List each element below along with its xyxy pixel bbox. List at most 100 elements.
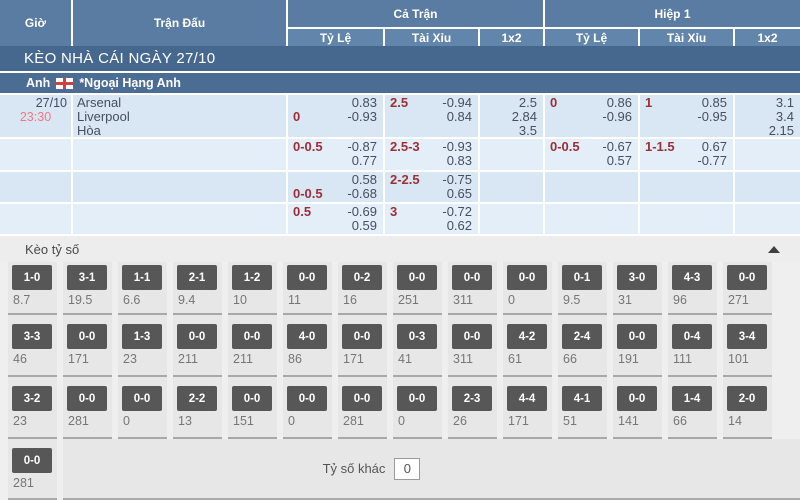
chevron-up-icon[interactable] (768, 245, 780, 253)
score-odd-value: 101 (728, 352, 749, 366)
score-odds-cell[interactable]: 0-0 281 (338, 377, 387, 439)
score-box: 3-4 (727, 324, 767, 349)
score-odds-cell[interactable]: 1-3 23 (118, 315, 167, 377)
odd-values: 0.85 -0.95 (697, 96, 727, 137)
score-odds-cell[interactable]: 2-1 9.4 (173, 262, 222, 315)
score-odds-cell[interactable]: 0-0 141 (613, 377, 662, 439)
score-odd-value: 23 (123, 352, 137, 366)
score-box: 1-0 (12, 265, 52, 290)
match-time: 23:30 (19, 110, 52, 124)
score-odds-cell[interactable]: 3-3 46 (8, 315, 57, 377)
score-odds-cell[interactable]: 0-0 0 (503, 262, 552, 315)
h1-overunder-cell[interactable]: 1-1.5 0.67 -0.77 (640, 139, 733, 170)
score-odds-cell[interactable]: 4-0 86 (283, 315, 332, 377)
match-line: Liverpool (77, 109, 130, 124)
ft-overunder-cell[interactable]: 3 -0.72 0.62 (385, 204, 478, 234)
handicap-label: 1-1.5 (645, 139, 675, 154)
odd-value: -0.95 (697, 109, 727, 124)
odds-rows: 27/10 23:30 Arsenal Liverpool Hòa 0 0.83 -0.93 2… (0, 95, 800, 234)
score-odds-cell[interactable]: 0-0 151 (228, 377, 277, 439)
date-banner: KÈO NHÀ CÁI NGÀY 27/10 (0, 46, 800, 71)
h1-1x2-cell[interactable]: 3.1 3.4 2.15 (735, 95, 800, 137)
score-odds-cell[interactable]: 0-3 41 (393, 315, 442, 377)
ft-overunder-cell[interactable]: 2.5-3 -0.93 0.83 (385, 139, 478, 170)
h1-handicap-cell[interactable]: 0-0.5 -0.67 0.57 (545, 139, 638, 170)
score-odds-cell[interactable]: 0-0 311 (448, 262, 497, 315)
ft-handicap-cell[interactable]: 0.5 -0.69 0.59 (288, 204, 383, 234)
score-odds-cell[interactable]: 1-4 66 (668, 377, 717, 439)
score-odds-cell[interactable]: 0-0 11 (283, 262, 332, 315)
odd-value: 2.5 (518, 95, 537, 110)
score-box: 0-4 (672, 324, 712, 349)
score-odds-cell[interactable]: 2-0 14 (723, 377, 772, 439)
score-odds-cell[interactable]: 0-0 251 (393, 262, 442, 315)
score-odds-cell[interactable]: 0-0 0 (118, 377, 167, 439)
ft-overunder-cell[interactable]: 2.5 -0.94 0.84 (385, 95, 478, 137)
score-odds-cell[interactable]: 2-4 66 (558, 315, 607, 377)
h1-overunder-cell[interactable]: 1 0.85 -0.95 (640, 95, 733, 137)
score-odds-cell[interactable]: 3-0 31 (613, 262, 662, 315)
other-score-input[interactable]: 0 (394, 457, 421, 480)
score-odds-cell[interactable]: 0-0 281 (63, 377, 112, 439)
score-odds-cell[interactable]: 4-3 96 (668, 262, 717, 315)
handicap-label: 0 (550, 95, 558, 110)
score-box: 0-0 (232, 386, 272, 411)
score-odds-section: Kèo tỷ số 1-0 8.7 3-1 19.5 1-1 6.6 2-1 9.4 1-2 10… (0, 236, 800, 500)
league-country: Anh (26, 76, 51, 90)
odd-values: 0.58 -0.68 (347, 173, 377, 202)
ft-handicap-cell[interactable]: 0 0.83 -0.93 (288, 95, 383, 137)
h1-handicap-cell[interactable]: 0 0.86 -0.96 (545, 95, 638, 137)
handicap-label: 2.5-3 (390, 139, 420, 154)
handicap-label: 0-0.5 (550, 139, 580, 154)
ft-handicap-cell[interactable]: 0-0.5 -0.87 0.77 (288, 139, 383, 170)
score-odds-cell[interactable]: 4-4 171 (503, 377, 552, 439)
score-odds-cell[interactable]: 0-0 0 (283, 377, 332, 439)
score-box: 0-0 (287, 386, 327, 411)
ft-1x2-cell[interactable]: 2.5 2.84 3.5 (480, 95, 543, 137)
score-odds-cell[interactable]: 1-0 8.7 (8, 262, 57, 315)
league-banner[interactable]: Anh *Ngoại Hạng Anh (0, 73, 800, 93)
score-odds-cell[interactable]: 1-1 6.6 (118, 262, 167, 315)
odds-row: 0-0.5 -0.87 0.77 2.5-3 -0.93 0.83 0-0.5 -0.67 0.… (0, 139, 800, 170)
score-odds-cell[interactable]: 2-3 26 (448, 377, 497, 439)
score-odds-cell[interactable]: 2-2 13 (173, 377, 222, 439)
odd-value: 0.58 (351, 172, 377, 187)
ft-handicap-cell[interactable]: 0-0.5 0.58 -0.68 (288, 172, 383, 202)
score-odds-cell[interactable]: 0-2 16 (338, 262, 387, 315)
score-odds-cell[interactable]: 4-1 51 (558, 377, 607, 439)
col-header-h1-overunder: Tài Xỉu (640, 29, 733, 46)
score-box: 1-4 (672, 386, 712, 411)
score-odds-cell[interactable]: 3-4 101 (723, 315, 772, 377)
odd-values: -0.69 0.59 (347, 205, 377, 234)
score-odds-cell[interactable]: 0-0 211 (228, 315, 277, 377)
score-odds-cell[interactable]: 0-0 211 (173, 315, 222, 377)
score-box: 0-3 (397, 324, 437, 349)
score-grid: 1-0 8.7 3-1 19.5 1-1 6.6 2-1 9.4 1-2 10 0-0 11 0-2 16… (0, 262, 800, 500)
score-odd-value: 281 (343, 414, 364, 428)
score-odds-cell[interactable]: 4-2 61 (503, 315, 552, 377)
score-odds-cell[interactable]: 0-0 311 (448, 315, 497, 377)
odd-value: -0.75 (442, 172, 472, 187)
odd-value: 0.77 (351, 153, 377, 168)
score-odds-cell[interactable]: 3-2 23 (8, 377, 57, 439)
ft-overunder-cell[interactable]: 2-2.5 -0.75 0.65 (385, 172, 478, 202)
score-odds-cell[interactable]: 0-0 171 (338, 315, 387, 377)
score-odds-cell[interactable]: 1-2 10 (228, 262, 277, 315)
score-odds-cell[interactable]: 0-0 171 (63, 315, 112, 377)
match-cell[interactable]: Arsenal Liverpool Hòa (73, 95, 286, 137)
odd-value: 2.15 (768, 123, 794, 138)
odd-value: 0.84 (446, 109, 472, 124)
score-odds-cell[interactable]: 0-0 281 (8, 439, 57, 500)
score-odds-cell[interactable]: 0-0 271 (723, 262, 772, 315)
score-box: 0-0 (177, 324, 217, 349)
score-odds-cell[interactable]: 0-0 191 (613, 315, 662, 377)
odd-values: -0.94 0.84 (442, 96, 472, 137)
score-odds-cell[interactable]: 0-1 9.5 (558, 262, 607, 315)
score-odds-cell[interactable]: 0-4 111 (668, 315, 717, 377)
score-box: 0-1 (562, 265, 602, 290)
score-odds-cell[interactable]: 3-1 19.5 (63, 262, 112, 315)
match-cell (73, 204, 286, 234)
odd-value: 3.5 (518, 123, 537, 138)
score-odds-cell[interactable]: 0-0 0 (393, 377, 442, 439)
